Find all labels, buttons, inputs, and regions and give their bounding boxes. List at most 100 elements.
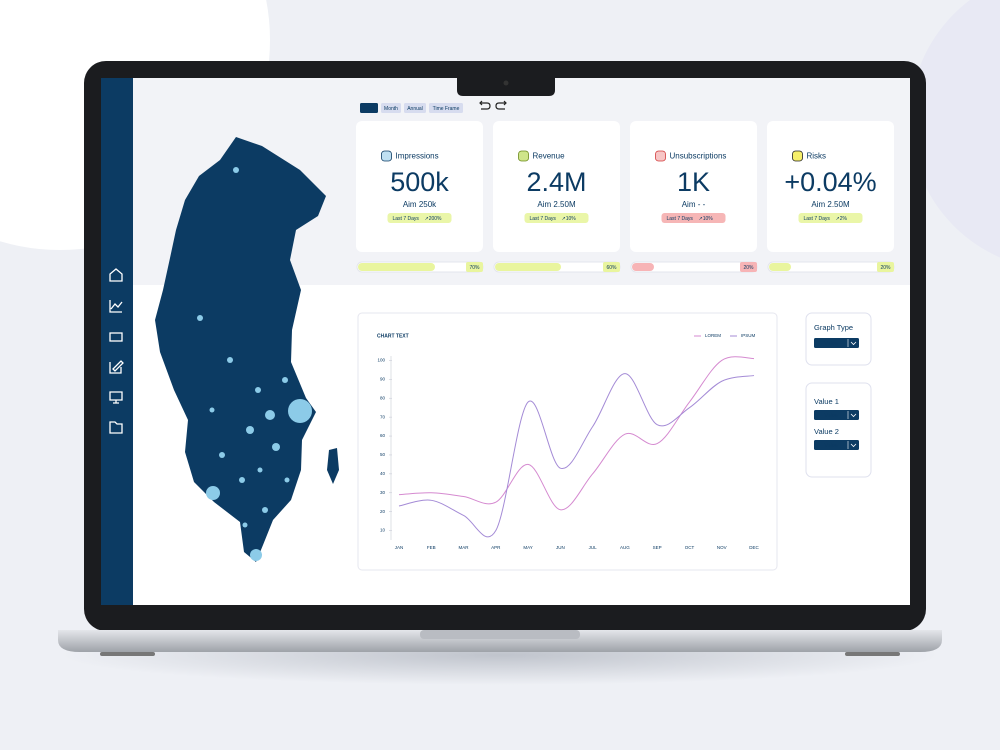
dropdown-value[interactable]: Value (824, 443, 838, 449)
control-label: Value 2 (814, 427, 839, 436)
icon-edit[interactable] (109, 360, 124, 374)
kpi-value: 2.4M (526, 167, 586, 197)
y-tick-label: 20 (380, 509, 386, 514)
kpi-period: Last 7 Days (393, 216, 420, 222)
kpi-pill (524, 213, 589, 223)
icon-card[interactable] (109, 332, 123, 342)
tab-label[interactable]: Time Frame (433, 106, 460, 112)
x-tick-label: JUN (556, 545, 565, 550)
kpi-pill (661, 213, 726, 223)
tab-label[interactable]: Week (363, 106, 376, 112)
map-dots (197, 167, 312, 561)
progress-tag (466, 262, 483, 272)
tab[interactable] (429, 103, 463, 113)
map (155, 137, 339, 562)
progress-label: 70% (469, 265, 480, 271)
tab-label[interactable]: Annual (407, 106, 423, 112)
icon-folder[interactable] (109, 421, 123, 434)
control-label: Graph Type (814, 323, 853, 332)
kpi-aim: Aim 2.50M (537, 200, 576, 209)
y-tick-label: 70 (380, 414, 386, 419)
y-tick-label: 50 (380, 452, 386, 457)
controls: Graph Type Value Value 1 Value Value 2 Value (805, 312, 872, 478)
tab[interactable] (381, 103, 401, 113)
icon-monitor[interactable] (109, 391, 123, 404)
control-card (805, 382, 872, 478)
kpi-label: Revenue (533, 152, 566, 161)
progress-tag (740, 262, 757, 272)
toolbar: Week Month Annual Time Frame (360, 103, 463, 113)
progress-label: 20% (880, 265, 891, 271)
legend-label: IPSUM (741, 333, 756, 338)
dropdown-caret (850, 341, 857, 346)
kpi-aim: Aim 250k (403, 200, 437, 209)
dropdown-value[interactable]: Value (824, 341, 838, 347)
kpi-change: ↗10% (562, 216, 577, 222)
kpi-cards: Impressions 500k Aim 250k Last 7 Days ↗200% 7… (356, 121, 895, 273)
kpi-icon (381, 150, 392, 162)
kpi-pill (798, 213, 863, 223)
kpi-change: ↗2% (836, 216, 848, 222)
icon-redo[interactable] (495, 100, 507, 110)
progress-label: 20% (743, 265, 754, 271)
y-tick-label: 60 (380, 433, 386, 438)
line-series (398, 356, 755, 511)
x-tick-label: JAN (395, 545, 404, 550)
sidebar-icons (109, 268, 124, 434)
kpi-label: Unsubscriptions (670, 152, 727, 161)
icon-chart[interactable] (109, 300, 123, 313)
base-notch (420, 630, 580, 639)
kpi-change: ↗10% (699, 216, 714, 222)
foot (845, 652, 900, 656)
kpi-value: 500k (390, 167, 449, 197)
y-tick-label: 80 (380, 395, 386, 400)
x-tick-label: JUL (589, 545, 597, 550)
y-tick-label: 40 (380, 471, 386, 476)
progress-tag (603, 262, 620, 272)
legend-label: LOREM (705, 333, 721, 338)
tab-label[interactable]: Month (384, 106, 398, 112)
y-tick-label: 30 (380, 490, 386, 495)
x-tick-label: OCT (685, 545, 695, 550)
progress-fill (769, 263, 791, 271)
progress-fill (358, 263, 435, 271)
y-tick-label: 10 (380, 528, 386, 533)
line-series (398, 373, 755, 538)
chart: 10 20 30 40 50 60 70 80 90 100 JAN FEB MAR APR MAY JUN J… (377, 333, 759, 550)
progress-tag (877, 262, 894, 272)
y-tick-label: 90 (380, 377, 386, 382)
tab[interactable] (360, 103, 378, 113)
x-tick-label: DEC (749, 545, 759, 550)
kpi-value: +0.04% (784, 167, 876, 197)
dropdown-caret (850, 413, 857, 418)
map-island (327, 448, 339, 484)
tab[interactable] (404, 103, 426, 113)
kpi-label: Risks (807, 152, 827, 161)
kpi-period: Last 7 Days (667, 216, 694, 222)
icon-home[interactable] (109, 268, 123, 282)
progress-fill (495, 263, 561, 271)
kpi-value: 1K (677, 167, 710, 197)
map-country (155, 137, 326, 562)
kpi-change: ↗200% (425, 216, 443, 222)
dropdown-caret (850, 443, 857, 448)
laptop-base (58, 630, 942, 652)
kpi-pill (387, 213, 452, 223)
dropdown-value[interactable]: Value (824, 413, 838, 419)
control-label: Value 1 (814, 397, 839, 406)
x-tick-label: SEP (653, 545, 662, 550)
icon-undo[interactable] (479, 100, 491, 110)
kpi-aim: Aim - - (682, 200, 706, 209)
progress-fill (632, 263, 654, 271)
bg-blob (910, 0, 1000, 258)
y-tick-label: 100 (377, 358, 385, 363)
kpi-period: Last 7 Days (804, 216, 831, 222)
foot (100, 652, 155, 656)
kpi-period: Last 7 Days (530, 216, 557, 222)
camera (503, 80, 509, 86)
kpi-icon (792, 150, 803, 162)
x-tick-label: FEB (427, 545, 436, 550)
kpi-aim: Aim 2.50M (811, 200, 850, 209)
